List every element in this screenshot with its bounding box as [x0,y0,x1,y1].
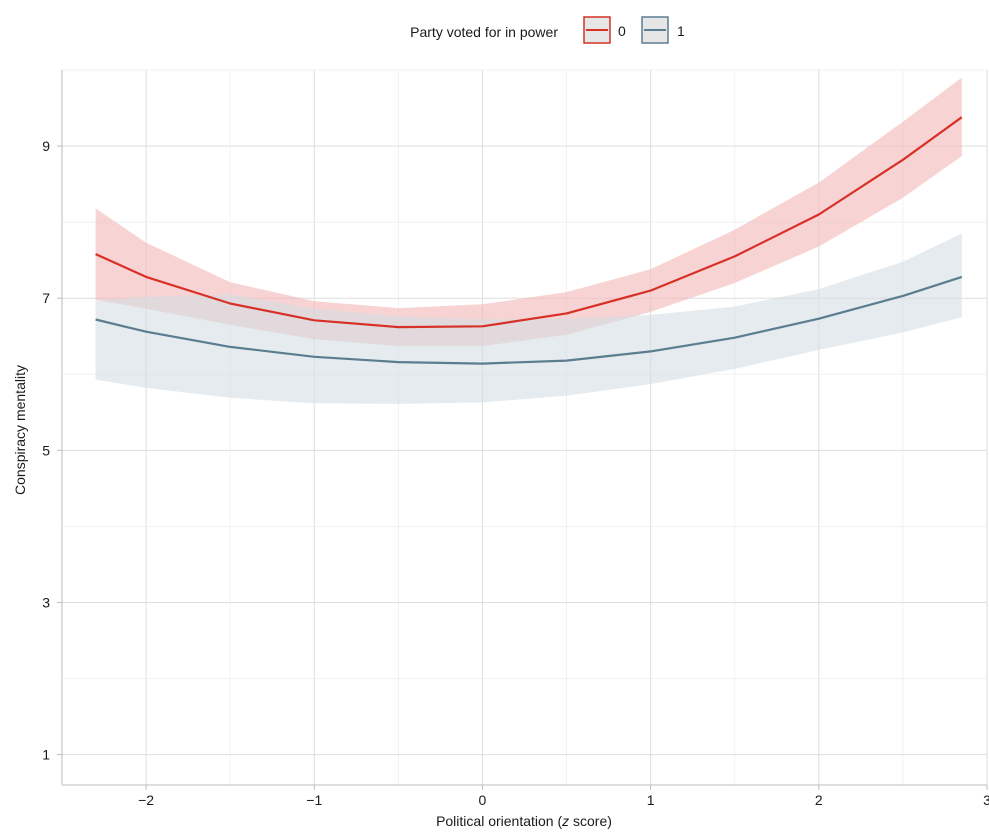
confidence-bands [95,77,962,404]
legend-label-1: 1 [677,23,685,39]
x-axis-title-suffix: score) [569,813,612,829]
y-tick-label: 9 [42,138,50,154]
x-axis-title-italic: z [561,813,569,829]
x-tick-label: 2 [815,792,823,808]
series-line-0 [95,116,963,329]
series-line-1 [95,275,963,365]
x-tick-label: −2 [138,792,154,808]
y-tick-label: 7 [42,290,50,306]
x-tick-label: 1 [647,792,655,808]
x-tick-label: 3 [983,792,989,808]
legend: Party voted for in power 0 1 [410,16,685,44]
y-axis-title: Conspiracy mentality [12,365,28,495]
axes: −2 −1 0 1 2 3 1 3 5 7 9 [42,70,989,808]
series-lines [95,116,963,365]
legend-entry-1: 1 [641,16,685,44]
legend-label-0: 0 [618,23,626,39]
x-tick-label: −1 [306,792,322,808]
x-axis-title: Political orientation (z score) [436,813,612,829]
y-tick-label: 1 [42,747,50,763]
confidence-band-0 [95,77,962,347]
y-tick-label: 5 [42,442,50,458]
x-tick-label: 0 [479,792,487,808]
y-tick-label: 3 [42,594,50,610]
confidence-band-1 [95,233,962,404]
legend-title: Party voted for in power [410,24,558,40]
x-axis-title-prefix: Political orientation ( [436,813,562,829]
legend-entry-0: 0 [583,16,626,44]
